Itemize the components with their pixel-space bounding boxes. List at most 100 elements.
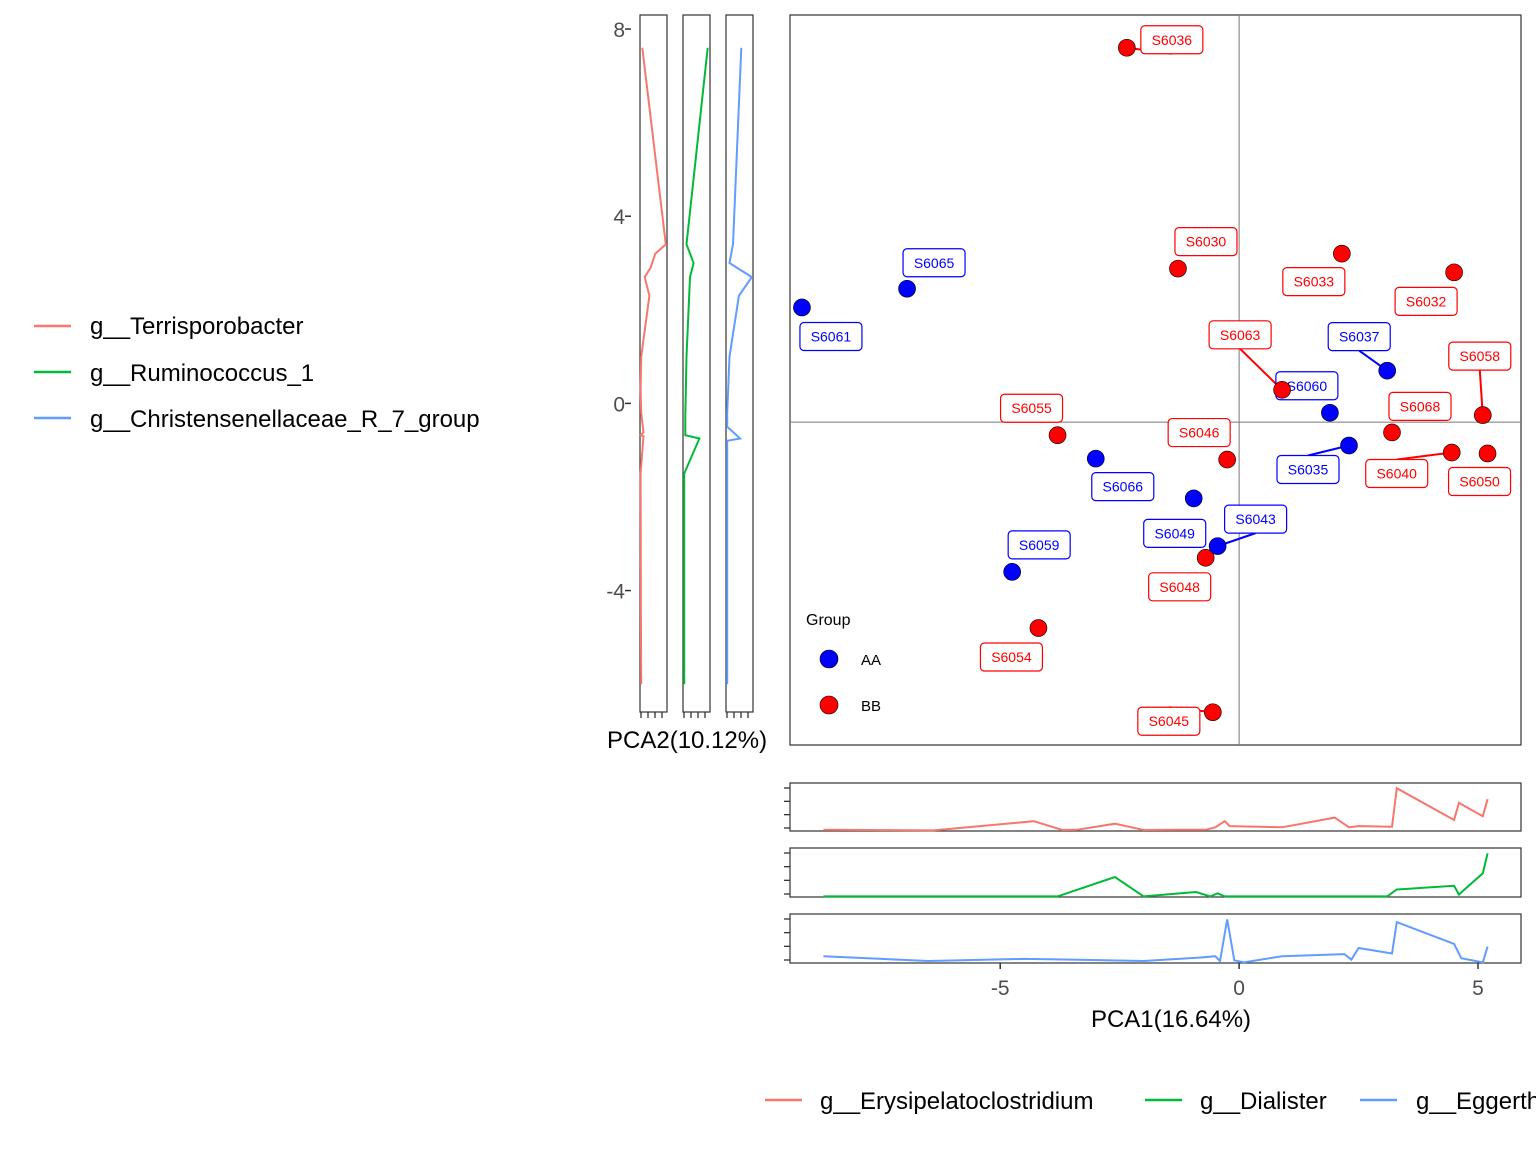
sample-labels: S6036 S6030 S6033 S6032 S6063 S6058 S6068 S6055… [799, 25, 1512, 736]
label-text: S6065 [914, 255, 955, 271]
strip-border [789, 847, 1522, 898]
label-box [799, 321, 863, 352]
label-text: S6058 [1460, 348, 1501, 364]
strip-border [639, 14, 668, 713]
group-legend-label-bb: BB [861, 698, 881, 715]
label-box [1143, 518, 1207, 548]
sample-point-s6032 [1445, 263, 1463, 282]
strip-border [725, 14, 754, 713]
sample-point-s6054 [1029, 619, 1048, 637]
sample-label-s6066: S6066 [1091, 472, 1155, 502]
label-box [1007, 530, 1071, 560]
sample-point-s6059 [1003, 563, 1021, 581]
label-text: S6063 [1220, 327, 1261, 343]
label-text: S6060 [1287, 378, 1328, 394]
sample-point-s6048 [1196, 549, 1215, 567]
left-side-line-panels [638, 14, 754, 718]
main-scatter-panel: S6036 S6030 S6033 S6032 S6063 S6058 S6068 S6055… [789, 14, 1522, 746]
x-axis-title: PCA1(16.64%) [1091, 1006, 1251, 1033]
sample-point-s6050 [1478, 444, 1497, 463]
x-axis: -5 0 5 [991, 963, 1484, 1000]
label-text: S6045 [1149, 713, 1190, 729]
sample-label-s6040: S6040 [1365, 451, 1452, 489]
bottom-side-line-panels [784, 782, 1522, 964]
label-text: S6049 [1154, 525, 1195, 541]
sample-label-s6046: S6046 [1167, 417, 1231, 448]
label-text: S6040 [1376, 466, 1417, 482]
sample-point-s6040 [1442, 443, 1461, 462]
y-tick-label: -4 [606, 581, 625, 604]
label-box [979, 642, 1044, 672]
sample-label-s6049: S6049 [1143, 518, 1207, 548]
sample-point-s6046 [1218, 450, 1236, 469]
y-tick-label: 4 [613, 206, 625, 229]
label-leader-line [1396, 451, 1452, 461]
label-box [1174, 227, 1238, 257]
group-legend-key-aa [819, 649, 839, 669]
label-box [1327, 322, 1391, 352]
label-box [999, 393, 1064, 423]
bottom-strip-line [823, 919, 1489, 964]
label-box [902, 248, 966, 278]
sample-label-s6045: S6045 [1137, 706, 1213, 736]
left-legend-label-2: g__Ruminococcus_1 [90, 360, 314, 387]
strip-border [789, 913, 1522, 964]
bottom-strip-2 [784, 847, 1522, 898]
bottom-strip-line [823, 853, 1489, 898]
sample-label-s6033: S6033 [1282, 267, 1346, 297]
sample-points [793, 38, 1497, 722]
label-text: S6036 [1152, 32, 1193, 48]
group-legend: Group AA BB [806, 612, 881, 715]
label-box [1140, 25, 1204, 55]
label-box [1208, 320, 1272, 350]
group-legend-title: Group [806, 612, 851, 629]
left-series-legend: g__Terrisporobacter g__Ruminococcus_1 g_… [34, 313, 480, 433]
sample-point-s6058 [1473, 406, 1492, 424]
x-tick-label: -5 [991, 977, 1010, 1000]
label-text: S6032 [1406, 293, 1447, 309]
sample-label-s6036: S6036 [1126, 25, 1204, 55]
sample-point-s6060 [1321, 403, 1339, 422]
sample-point-s6035 [1340, 436, 1358, 455]
label-box [1091, 472, 1155, 502]
left-legend-label-3: g__Christensenellaceae_R_7_group [90, 406, 480, 433]
label-text: S6030 [1186, 234, 1227, 250]
y-tick-label: 8 [613, 19, 625, 42]
sample-label-s6068: S6068 [1388, 391, 1452, 422]
sample-label-s6054: S6054 [979, 642, 1044, 672]
bottom-strip-line [823, 786, 1489, 832]
sample-label-s6059: S6059 [1007, 530, 1071, 560]
label-text: S6048 [1159, 579, 1200, 595]
bottom-series-legend: g__Erysipelatoclostridium g__Dialister g… [765, 1088, 1536, 1115]
left-strip-3 [725, 14, 754, 718]
sample-point-s6036 [1118, 38, 1136, 57]
x-tick-label: 0 [1233, 977, 1245, 1000]
sample-label-s6048: S6048 [1148, 572, 1212, 602]
sample-point-s6049 [1184, 489, 1203, 508]
sample-label-s6035: S6035 [1276, 444, 1350, 485]
sample-label-s6037: S6037 [1327, 322, 1391, 372]
left-legend-label-1: g__Terrisporobacter [90, 313, 303, 340]
label-text: S6043 [1235, 511, 1276, 527]
reference-lines [790, 15, 1521, 745]
label-box [1394, 286, 1458, 316]
sample-point-s6061 [793, 298, 811, 317]
strip-border [789, 782, 1522, 832]
sample-point-s6030 [1169, 259, 1187, 278]
bottom-legend-label-3: g__Eggerthella [1416, 1088, 1536, 1115]
left-strip-2 [682, 14, 711, 718]
y-axis: -4 0 4 8 [606, 19, 631, 604]
sample-label-s6032: S6032 [1394, 286, 1458, 316]
label-text: S6068 [1400, 398, 1441, 414]
group-legend-label-aa: AA [861, 652, 881, 669]
label-text: S6037 [1339, 329, 1380, 345]
bottom-legend-label-1: g__Erysipelatoclostridium [820, 1088, 1093, 1115]
label-box [1447, 466, 1512, 497]
label-box [1276, 454, 1340, 485]
sample-point-s6037 [1378, 361, 1397, 380]
main-panel-border [789, 14, 1522, 746]
label-text: S6046 [1179, 425, 1220, 441]
sample-point-s6066 [1086, 449, 1105, 468]
bottom-strip-3 [784, 913, 1522, 964]
